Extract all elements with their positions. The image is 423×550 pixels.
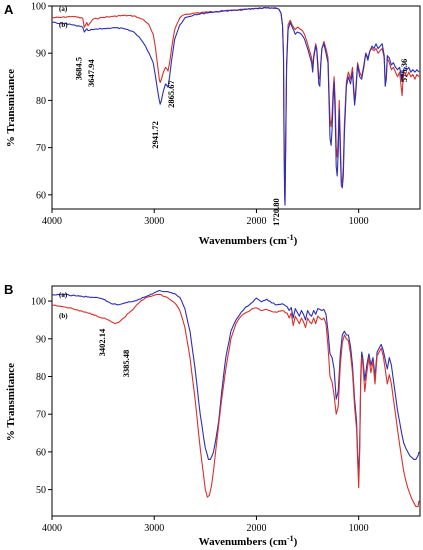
y-tick-label: 70	[36, 143, 46, 154]
panel-b-annotations: 3402.14 3385.48	[97, 328, 131, 377]
y-tick-label: 60	[36, 190, 46, 201]
series-b-line	[51, 7, 420, 206]
peak-annotation: 1720.80	[271, 198, 281, 226]
x-tick-label: 3000	[144, 216, 164, 227]
panel-b-letter: B	[4, 282, 13, 297]
series-a-line	[51, 6, 420, 203]
y-tick-label: 90	[36, 49, 46, 60]
panel-a-series	[51, 6, 420, 206]
y-tick-label: 80	[36, 372, 46, 383]
panel-b-series	[51, 289, 420, 508]
x-tick-label: 2000	[246, 216, 266, 227]
panel-b-ticks: 4000 3000 2000 1000 50 60 70 80 90 100	[31, 297, 369, 534]
x-tick-label: 2000	[246, 523, 266, 534]
panel-a-legend-a: (a)	[59, 5, 68, 13]
peak-annotation: 3647.94	[86, 59, 96, 87]
y-tick-label: 90	[36, 334, 46, 345]
panel-a-legend-b: (b)	[59, 21, 68, 29]
panel-a-y-axis-title: % Transmitance	[5, 69, 17, 147]
x-tick-label: 1000	[349, 523, 369, 534]
y-tick-label: 50	[36, 485, 46, 496]
peak-annotation: 2865.67	[166, 80, 176, 108]
y-tick-label: 70	[36, 410, 46, 421]
y-tick-label: 80	[36, 96, 46, 107]
x-tick-label: 4000	[42, 523, 62, 534]
panel-b-legend-a: (a)	[59, 291, 68, 299]
panel-a-ticks: 4000 3000 2000 1000 60 70 80 90 100	[31, 2, 369, 228]
peak-annotation: 575.36	[399, 59, 409, 82]
series-b-line	[51, 293, 420, 508]
x-tick-label: 1000	[349, 216, 369, 227]
y-tick-label: 100	[31, 2, 46, 13]
panel-a-annotations: 3684.5 3647.94 2941.72 2865.67 1720.80 575.36	[73, 57, 409, 226]
x-tick-label: 3000	[144, 523, 164, 534]
panel-a-x-axis-title: Wavenumbers (cm-1)	[199, 233, 298, 247]
panel-b-legend-b: (b)	[59, 312, 68, 320]
peak-annotation: 3402.14	[97, 328, 107, 356]
x-tick-label: 4000	[42, 216, 62, 227]
panel-a-plot-frame	[51, 5, 421, 210]
y-tick-label: 100	[31, 297, 46, 308]
panel-b-plot-frame	[51, 285, 421, 517]
panel-a-letter: A	[4, 2, 14, 17]
peak-annotation: 2941.72	[150, 121, 160, 149]
peak-annotation: 3385.48	[121, 350, 131, 378]
y-tick-label: 60	[36, 447, 46, 458]
panel-b-y-axis-title: % Transmitance	[5, 363, 17, 441]
panel-a: A 4000 3000 2000 1000 60 70 80 90 100 3684.5 3647…	[4, 2, 421, 247]
peak-annotation: 3684.5	[73, 57, 83, 80]
panel-b-x-axis-title: Wavenumbers (cm-1)	[199, 534, 298, 548]
